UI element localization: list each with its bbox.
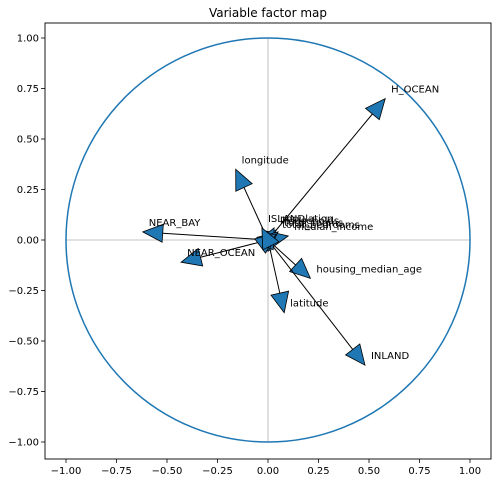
- variable-arrows: [141, 97, 386, 366]
- y-tick-label: −0.75: [8, 387, 39, 398]
- var-label-longitude: longitude: [242, 155, 289, 166]
- y-tick-label: 0.75: [17, 84, 39, 95]
- arrow-head-h-ocean: [364, 97, 386, 121]
- arrow-island: [261, 227, 280, 251]
- arrow-head-near-bay: [141, 223, 164, 243]
- y-tick-label: 1.00: [17, 34, 39, 45]
- arrow-h-ocean: [267, 97, 386, 241]
- arrow-shaft-near-ocean: [200, 239, 269, 258]
- x-axis-ticks: −1.00 −0.75 −0.50 −0.25 0.00 0.25 0.50 0.75 1.00: [51, 459, 481, 477]
- var-label-near-ocean: NEAR_OCEAN: [187, 248, 255, 259]
- x-tick-label: 0.00: [257, 466, 279, 477]
- arrow-head-island: [261, 227, 280, 251]
- x-tick-label: 0.25: [307, 466, 329, 477]
- x-tick-label: −0.75: [101, 466, 132, 477]
- x-tick-label: 0.50: [358, 466, 380, 477]
- arrow-near-bay: [141, 223, 269, 243]
- arrow-shaft-near-bay: [162, 232, 269, 241]
- x-tick-label: 1.00: [459, 466, 481, 477]
- x-tick-label: 0.75: [408, 466, 430, 477]
- y-axis-ticks: 1.00 0.75 0.50 0.25 0.00 −0.25 −0.50 −0.75 −1.00: [8, 34, 45, 449]
- var-label-inland: INLAND: [371, 351, 410, 362]
- var-label-total-rooms: total_rooms: [284, 218, 343, 229]
- y-tick-label: 0.50: [17, 135, 39, 146]
- var-label-h-ocean: H_OCEAN: [391, 85, 439, 96]
- variable-labels: H_OCEAN longitude NEAR_BAY NEAR_OCEANhousin…: [149, 85, 439, 363]
- var-label-households: households: [282, 216, 339, 227]
- arrow-head-near-ocean: [180, 247, 204, 267]
- arrow-head-inland: [344, 343, 366, 366]
- unit-circle-layer: [65, 37, 471, 443]
- x-tick-label: −0.25: [202, 466, 233, 477]
- unit-circle: [65, 37, 471, 443]
- x-tick-label: −1.00: [51, 466, 82, 477]
- var-label-latitude: latitude: [290, 299, 328, 310]
- arrow-shaft-inland: [267, 239, 354, 350]
- arrow-inland: [267, 239, 366, 366]
- var-label-housing-median-age: housing_median_age: [316, 264, 422, 275]
- y-tick-label: −1.00: [8, 438, 39, 449]
- var-label-island: ISLAND: [268, 214, 305, 225]
- x-tick-label: −0.50: [152, 466, 183, 477]
- arrow-head-latitude: [270, 290, 290, 314]
- arrow-head-housing-median-age: [288, 257, 312, 280]
- arrow-shaft-h-ocean: [267, 113, 373, 241]
- var-label-median-income: median_income: [294, 222, 373, 233]
- arrow-head-longitude: [235, 168, 253, 192]
- y-tick-label: 0.25: [17, 185, 39, 196]
- y-tick-label: −0.50: [8, 337, 39, 348]
- arrow-near-ocean: [180, 239, 269, 267]
- y-tick-label: −0.25: [8, 286, 39, 297]
- chart-title: Variable factor map: [209, 6, 327, 20]
- var-label-near-bay: NEAR_BAY: [149, 218, 202, 229]
- var-label-population: population: [280, 214, 333, 225]
- var-label-total-bedrooms: total_bedrooms: [282, 220, 360, 231]
- y-tick-label: 0.00: [17, 236, 39, 247]
